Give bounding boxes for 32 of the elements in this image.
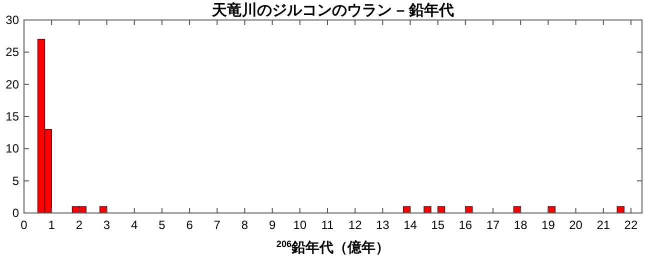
- x-tick-label: 4: [131, 218, 138, 232]
- x-tick-label: 21: [596, 218, 610, 232]
- x-tick-label: 8: [241, 218, 248, 232]
- x-tick-label: 22: [624, 218, 638, 232]
- y-tick-label: 5: [12, 174, 20, 188]
- x-axis-title: $^{206}$鉛年代（億年）: [276, 239, 390, 255]
- x-tick-label: 12: [348, 218, 362, 232]
- x-tick-label: 6: [186, 218, 194, 232]
- y-tick-label: 10: [6, 142, 20, 156]
- x-tick-label: 16: [458, 218, 472, 232]
- x-tick-label: 1: [48, 218, 56, 232]
- x-tick-label: 9: [268, 218, 276, 232]
- x-tick-label: 15: [431, 218, 445, 232]
- x-tick-label: 19: [542, 218, 556, 232]
- x-tick-label: 18: [514, 218, 528, 232]
- x-tick-label: 14: [404, 218, 418, 232]
- y-tick-label: 15: [6, 110, 20, 124]
- x-tick-label: 17: [486, 218, 500, 232]
- x-tick-label: 13: [376, 218, 390, 232]
- x-tick-label: 11: [321, 218, 334, 232]
- y-tick-label: 25: [6, 45, 20, 60]
- x-tick-label: 5: [158, 218, 166, 232]
- y-tick-label: 20: [6, 77, 20, 92]
- x-tick-label: 2: [76, 218, 83, 232]
- x-tick-label: 0: [20, 218, 28, 232]
- x-tick-label: 20: [569, 218, 583, 232]
- x-tick-label: 3: [103, 218, 110, 232]
- x-tick-label: 7: [214, 218, 221, 232]
- x-tick-label: 10: [293, 218, 307, 232]
- y-tick-label: 30: [6, 13, 20, 27]
- y-tick-label: 0: [12, 206, 20, 220]
- chart-title: 天竜川のジルコンのウラン – 鉛年代: [211, 1, 454, 19]
